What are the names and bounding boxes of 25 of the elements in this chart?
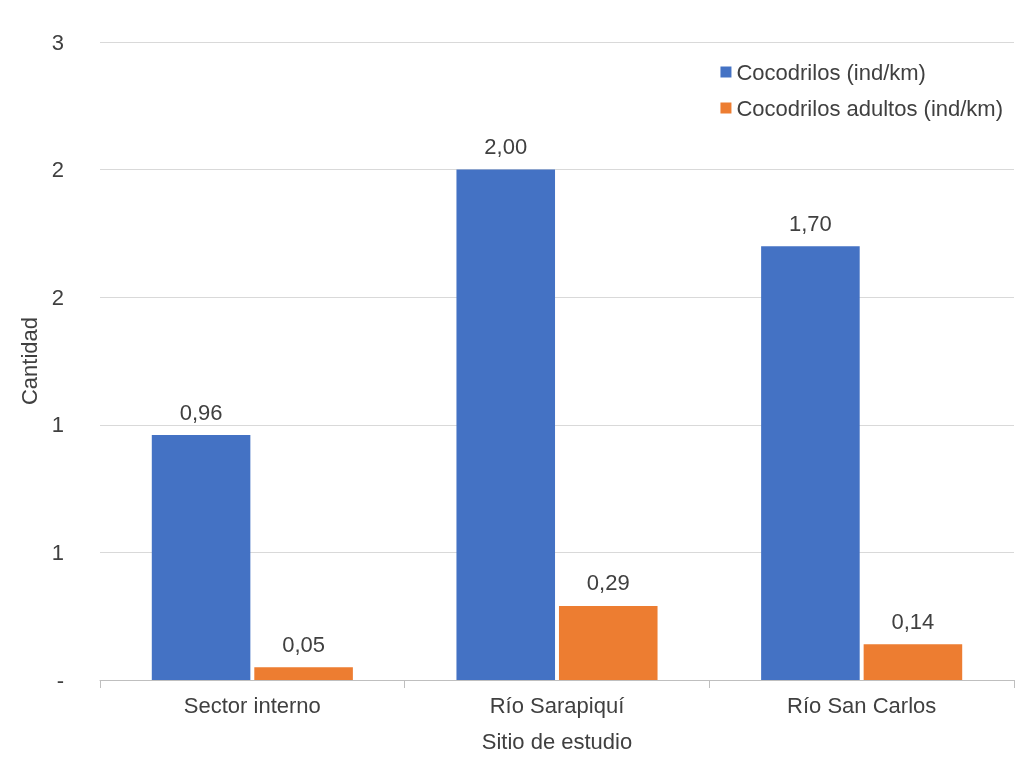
y-tick-label: 2: [51, 284, 64, 310]
data-label: 0,05: [282, 631, 325, 657]
data-label: 2,00: [484, 134, 528, 160]
bar: [456, 169, 556, 680]
legend-label: Cocodrilos (ind/km): [736, 59, 926, 85]
y-axis-title: Cantidad: [17, 316, 43, 406]
data-label: 0,96: [179, 399, 223, 425]
x-axis-title: Sitio de estudio: [481, 728, 633, 754]
legend-label: Cocodrilos adultos (ind/km): [736, 95, 1003, 121]
x-tick-label: Río Sarapiquí: [489, 692, 625, 718]
bar: [151, 435, 251, 680]
y-tick-label: 1: [51, 539, 64, 565]
y-tick-label: 1: [51, 412, 64, 438]
x-tick-label: Río San Carlos: [787, 692, 937, 718]
y-tick-label: 2: [51, 157, 64, 183]
x-tick-label: Sector interno: [183, 692, 321, 718]
data-label: 0,29: [586, 570, 630, 596]
bar: [863, 644, 963, 680]
data-label: 1,70: [789, 210, 832, 236]
data-label: 0,14: [891, 608, 935, 634]
y-tick-label: 3: [51, 29, 64, 55]
bar: [254, 667, 353, 680]
bar: [761, 246, 860, 680]
bar: [558, 605, 658, 680]
y-tick-label: -: [56, 667, 64, 693]
